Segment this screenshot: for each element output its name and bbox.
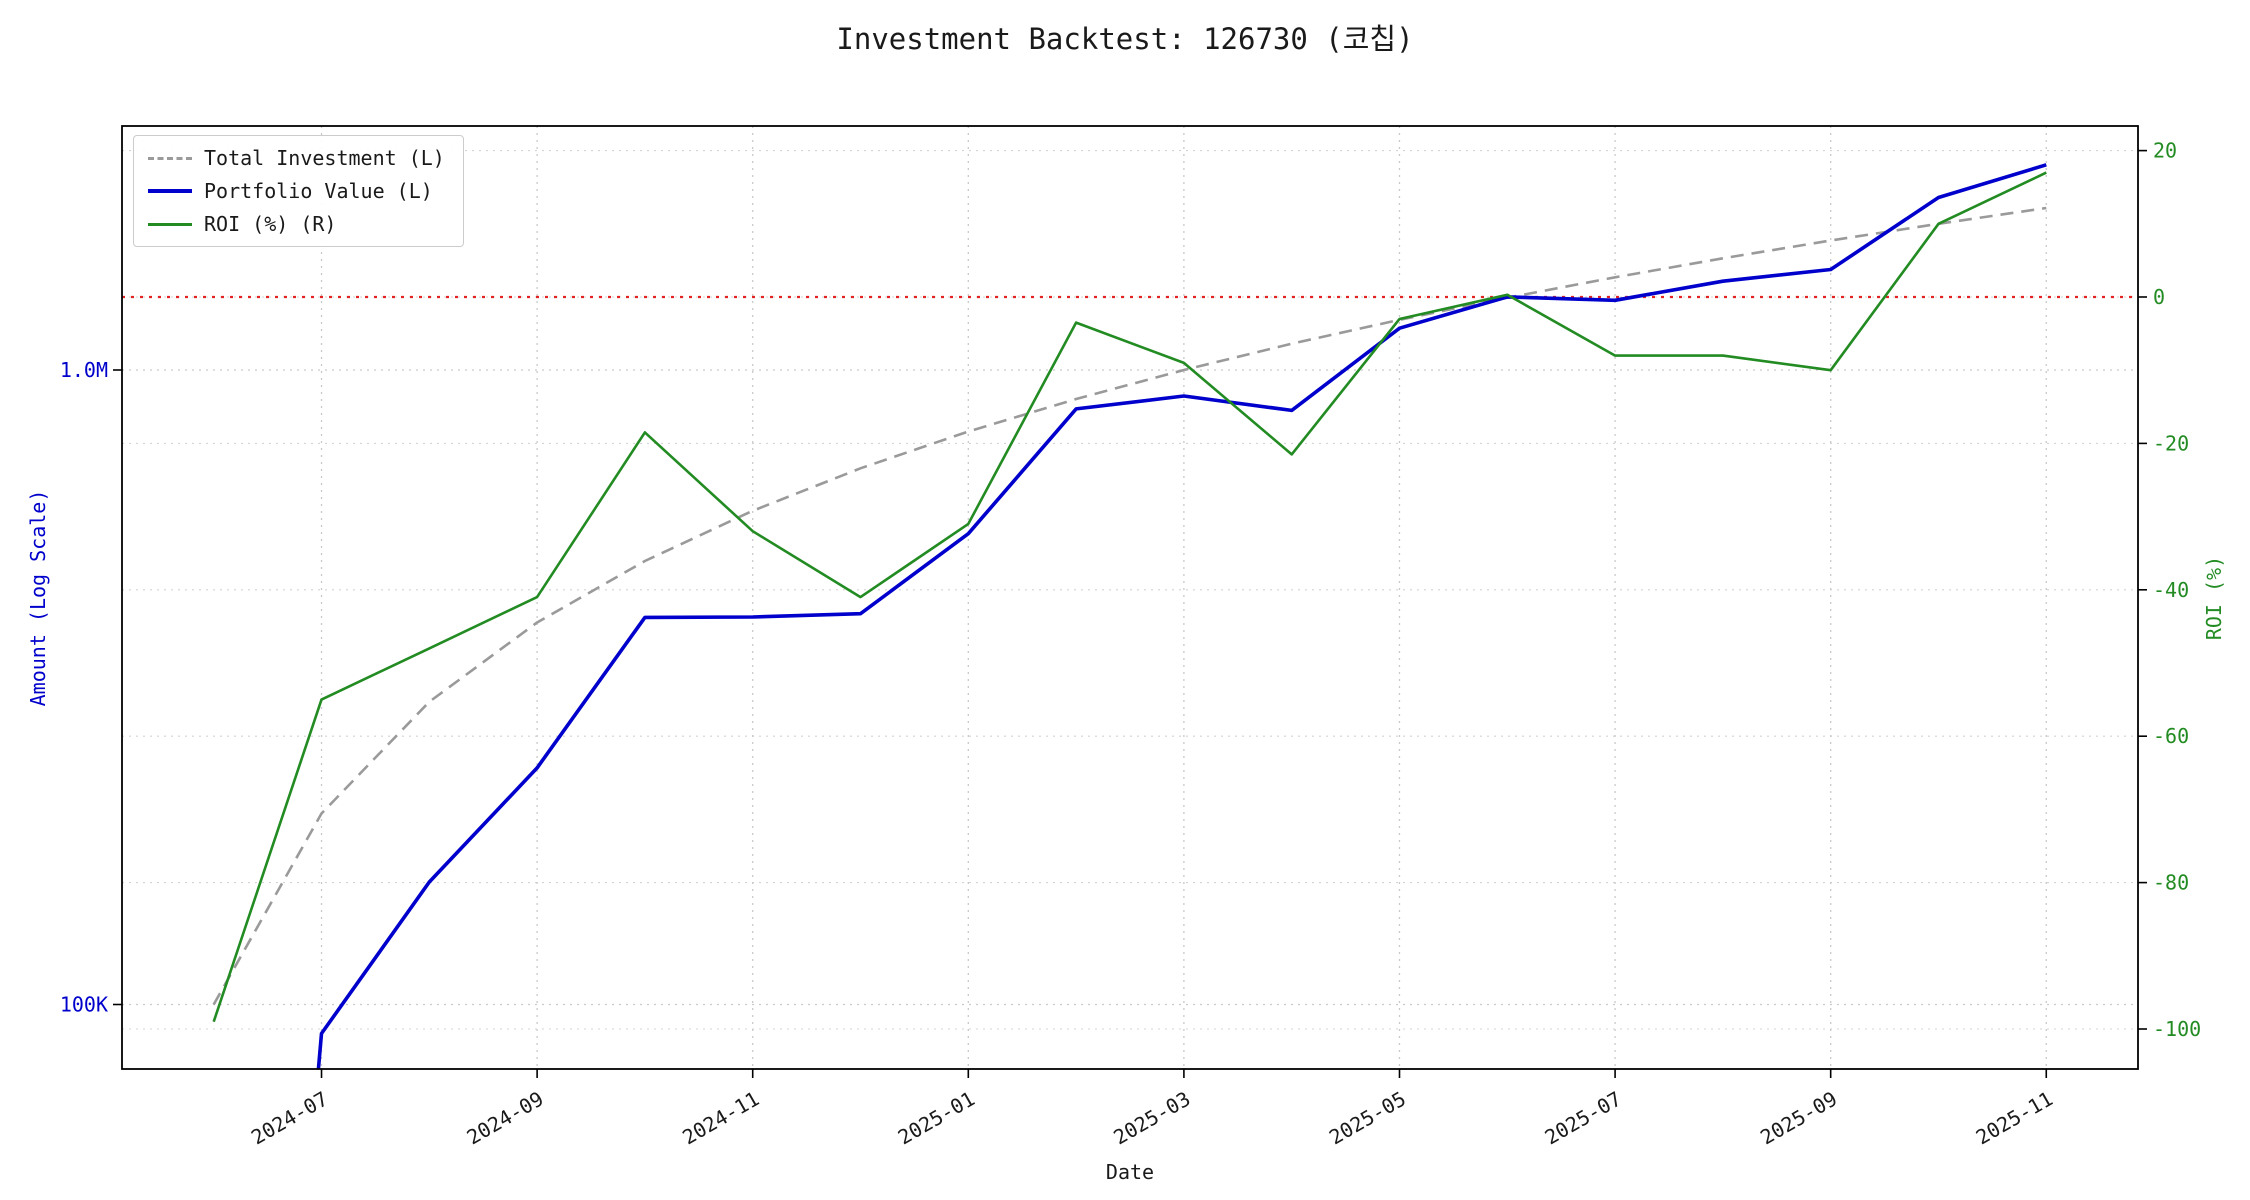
legend-line-total-investment [148, 156, 192, 160]
legend-label-total-investment: Total Investment (L) [204, 146, 445, 170]
right-tick-label: 0 [2153, 285, 2165, 309]
left-tick-label: 1.0M [60, 358, 108, 382]
legend-entry-roi: ROI (%) (R) [148, 212, 445, 236]
legend-label-portfolio-value: Portfolio Value (L) [204, 179, 433, 203]
x-tick-label: 2024-11 [678, 1087, 763, 1150]
left-tick-label: 100K [60, 993, 108, 1017]
x-tick-label: 2024-07 [247, 1087, 332, 1150]
x-tick-label: 2025-09 [1756, 1087, 1841, 1150]
x-tick-label: 2024-09 [463, 1087, 548, 1150]
y-axis-label-left: Amount (Log Scale) [26, 489, 50, 707]
series-total-investment-line [212, 206, 2047, 1006]
right-tick-label: -40 [2153, 578, 2189, 602]
legend-entry-portfolio-value: Portfolio Value (L) [148, 179, 445, 203]
right-tick-label: -100 [2153, 1017, 2201, 1041]
x-tick-label: 2025-07 [1541, 1087, 1626, 1150]
right-tick-label: -80 [2153, 871, 2189, 895]
legend-line-portfolio-value [148, 189, 192, 193]
x-tick-label: 2025-11 [1972, 1087, 2057, 1150]
plot-background [122, 126, 2138, 1069]
x-axis-label: Date [1105, 1160, 1155, 1184]
plot-border [121, 125, 2139, 1070]
chart-title: Investment Backtest: 126730 (코칩) [836, 22, 1414, 56]
legend: Total Investment (L) Portfolio Value (L)… [133, 135, 464, 247]
legend-entry-total-investment: Total Investment (L) [148, 146, 445, 170]
right-tick-label: -20 [2153, 431, 2189, 455]
right-tick-label: 20 [2153, 139, 2177, 163]
x-tick-label: 2025-05 [1325, 1087, 1410, 1150]
legend-label-roi: ROI (%) (R) [204, 212, 337, 236]
legend-line-roi [148, 222, 192, 226]
right-tick-label: -60 [2153, 724, 2189, 748]
x-tick-label: 2025-03 [1109, 1087, 1194, 1150]
y-axis-label-right: ROI (%) [2202, 555, 2226, 641]
series-roi-line [212, 171, 2047, 1023]
x-tick-label: 2025-01 [894, 1087, 979, 1150]
series-portfolio-value-line [316, 163, 2047, 1069]
